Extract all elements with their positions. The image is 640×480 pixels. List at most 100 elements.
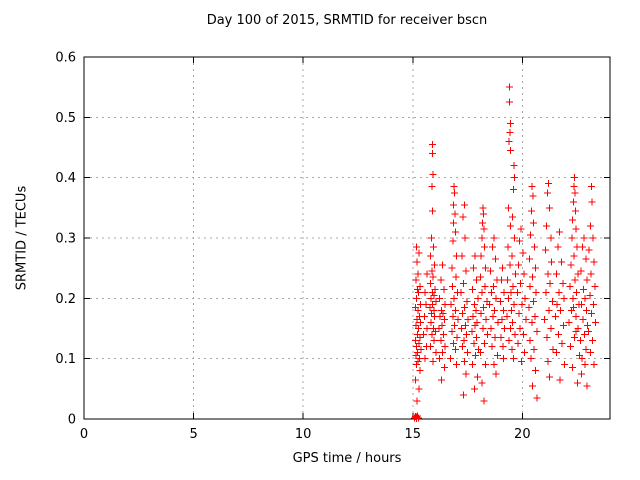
y-tick-label: 0.6 <box>55 51 76 66</box>
data-point <box>548 297 556 305</box>
data-point <box>428 331 436 338</box>
data-point <box>585 246 593 254</box>
data-point <box>556 228 564 236</box>
data-point <box>428 288 436 296</box>
data-point <box>427 234 435 242</box>
data-point <box>436 312 444 320</box>
data-point <box>572 225 580 233</box>
data-point <box>460 201 468 209</box>
data-point <box>494 319 502 326</box>
data-point <box>486 300 494 308</box>
data-point <box>533 394 541 402</box>
data-point <box>457 288 465 296</box>
data-point <box>427 343 434 351</box>
data-point <box>574 270 582 278</box>
data-point <box>413 331 421 338</box>
data-point <box>429 273 437 281</box>
data-point <box>504 276 512 284</box>
data-point <box>546 204 553 212</box>
data-point <box>528 183 536 191</box>
data-point <box>528 319 536 326</box>
data-point <box>432 297 440 305</box>
data-point <box>436 355 444 363</box>
data-point <box>525 303 533 311</box>
data-point <box>462 267 470 275</box>
data-point <box>439 349 447 357</box>
data-point <box>578 300 586 308</box>
data-point <box>542 222 550 230</box>
data-point <box>514 261 522 269</box>
data-point <box>454 315 462 323</box>
data-point <box>413 397 421 405</box>
data-point <box>583 276 591 284</box>
data-point <box>553 300 561 308</box>
data-point <box>413 258 421 266</box>
data-point <box>437 276 445 284</box>
data-point <box>476 273 484 281</box>
x-axis-title: GPS time / hours <box>292 451 402 466</box>
data-point <box>528 273 536 281</box>
data-point <box>412 413 420 421</box>
data-point <box>431 328 439 335</box>
data-point <box>487 325 495 332</box>
data-point <box>479 325 487 332</box>
data-point <box>510 355 518 363</box>
data-point <box>589 300 597 308</box>
data-point <box>451 346 459 354</box>
data-point <box>522 315 530 323</box>
data-point <box>438 376 446 384</box>
data-point <box>531 312 539 320</box>
data-point <box>490 234 498 242</box>
data-point <box>567 261 575 269</box>
data-point <box>460 279 468 287</box>
data-point <box>505 204 513 212</box>
data-point <box>530 219 538 227</box>
data-point <box>499 306 507 314</box>
data-point <box>432 349 440 357</box>
data-point <box>503 312 511 320</box>
data-point <box>586 222 594 230</box>
data-point <box>570 252 578 260</box>
data-point <box>493 352 501 360</box>
data-point <box>472 306 480 314</box>
data-point <box>469 312 477 320</box>
data-point <box>412 303 420 311</box>
data-point <box>450 219 458 227</box>
data-point <box>548 258 556 266</box>
data-point <box>480 340 488 348</box>
data-point <box>478 219 486 227</box>
data-point <box>573 379 581 387</box>
x-tick-label: 20 <box>514 427 531 442</box>
data-point <box>587 270 595 278</box>
data-point <box>414 270 422 278</box>
data-point <box>462 370 470 378</box>
data-point <box>448 328 456 335</box>
data-point <box>581 361 589 369</box>
data-point <box>552 270 560 278</box>
data-point <box>447 300 455 308</box>
data-point <box>507 147 514 154</box>
data-point <box>435 325 443 332</box>
data-point <box>478 288 486 296</box>
data-point <box>579 243 587 251</box>
data-point <box>478 234 486 242</box>
x-tick-label: 0 <box>80 427 88 442</box>
data-point <box>480 397 488 405</box>
data-point <box>449 237 457 245</box>
data-point <box>543 334 551 341</box>
data-point <box>510 174 518 182</box>
data-point <box>491 334 499 341</box>
data-point <box>477 309 485 317</box>
data-point <box>498 315 506 323</box>
data-point <box>514 340 522 348</box>
data-point <box>588 198 596 206</box>
data-point <box>452 273 460 281</box>
data-point <box>585 328 593 335</box>
data-point <box>529 297 537 305</box>
data-point <box>412 322 420 329</box>
y-tick-label: 0 <box>68 413 76 428</box>
data-point <box>577 370 585 378</box>
data-point <box>532 367 540 375</box>
data-point <box>417 319 425 326</box>
data-point <box>450 294 458 302</box>
